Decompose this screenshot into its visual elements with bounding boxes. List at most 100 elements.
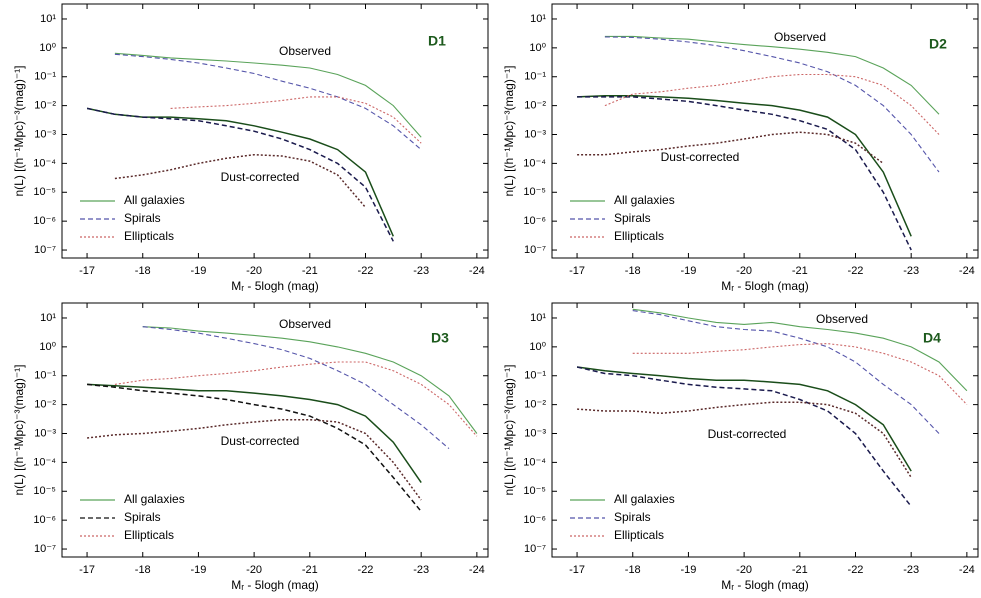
annotation: Observed [279, 44, 331, 58]
legend-label: Spirals [124, 211, 161, 225]
annotation: Observed [774, 30, 826, 44]
y-tick-label: 10⁻⁴ [33, 157, 56, 169]
legend-label: Ellipticals [614, 229, 664, 243]
annotation: Dust-corrected [221, 170, 300, 184]
legend-label: Spirals [614, 211, 651, 225]
y-tick-label: 10⁰ [529, 42, 546, 54]
y-tick-label: 10⁻³ [524, 427, 546, 439]
x-tick-label: -22 [848, 265, 864, 277]
y-tick-label: 10⁻² [34, 399, 56, 411]
data-line [577, 94, 912, 237]
panel-label: D4 [923, 330, 941, 346]
legend-label: Ellipticals [124, 229, 174, 243]
plot-frame [61, 3, 489, 259]
data-line [142, 326, 478, 434]
x-tick-label: -18 [135, 564, 151, 576]
x-tick-label: -19 [190, 564, 206, 576]
legend-label: Ellipticals [124, 528, 174, 542]
y-tick-label: 10⁰ [39, 42, 56, 54]
x-tick-label: -19 [680, 265, 696, 277]
data-line [604, 35, 940, 115]
legend-label: All galaxies [124, 193, 185, 207]
data-line [87, 383, 422, 512]
y-tick-label: 10⁻⁵ [33, 186, 56, 198]
x-tick-label: -21 [302, 265, 318, 277]
y-tick-label: 10⁰ [529, 341, 546, 353]
panel-label: D1 [428, 33, 446, 49]
data-line [632, 343, 968, 405]
legend-label: Ellipticals [614, 528, 664, 542]
x-tick-label: -17 [79, 564, 95, 576]
y-tick-label: 10⁻¹ [524, 370, 546, 382]
x-tick-label: -22 [848, 564, 864, 576]
x-tick-label: -17 [569, 564, 585, 576]
y-axis-label: n(L) [(h⁻¹Mpc)⁻³(mag)⁻¹] [12, 65, 26, 196]
y-axis-label: n(L) [(h⁻¹Mpc)⁻³(mag)⁻¹] [502, 65, 516, 196]
legend-label: All galaxies [614, 193, 675, 207]
x-tick-label: -21 [792, 564, 808, 576]
data-line [632, 310, 940, 434]
y-tick-label: 10⁻⁷ [524, 244, 546, 256]
y-axis-label: n(L) [(h⁻¹Mpc)⁻³(mag)⁻¹] [12, 364, 26, 495]
x-tick-label: -22 [358, 265, 374, 277]
annotation: Observed [816, 312, 868, 326]
plot-frame [61, 302, 489, 558]
data-line [632, 308, 968, 392]
y-tick-label: 10⁻⁵ [523, 186, 546, 198]
data-line [114, 153, 367, 208]
data-line [142, 326, 450, 450]
legend-label: All galaxies [124, 492, 185, 506]
x-axis-label: Mᵣ - 5logh (mag) [231, 578, 319, 592]
y-tick-label: 10⁻⁷ [524, 543, 546, 555]
y-tick-label: 10¹ [40, 312, 56, 324]
y-tick-label: 10⁻⁶ [33, 514, 56, 526]
x-tick-label: -20 [246, 564, 262, 576]
annotation: Dust-corrected [708, 427, 787, 441]
annotation: Dust-corrected [661, 150, 740, 164]
x-tick-label: -21 [792, 265, 808, 277]
y-tick-label: 10⁻⁴ [523, 456, 546, 468]
data-line [170, 96, 422, 144]
panel: -17 -18 -19 -20 -21 -22 -23 -24 10¹ 10⁰ 10⁻¹ 10⁻² 10… [502, 3, 979, 293]
x-tick-label: -24 [959, 265, 975, 277]
x-tick-label: -24 [959, 564, 975, 576]
data-line [114, 361, 478, 437]
panel-label: D3 [431, 330, 449, 346]
x-tick-label: -17 [79, 265, 95, 277]
data-line [87, 418, 422, 501]
x-axis-label: Mᵣ - 5logh (mag) [721, 578, 809, 592]
data-line [86, 107, 394, 242]
panel: -17 -18 -19 -20 -21 -22 -23 -24 10¹ 10⁰ 10⁻¹ 10⁻² 10… [12, 3, 489, 293]
panel: -17 -18 -19 -20 -21 -22 -23 -24 10¹ 10⁰ 10⁻¹ 10⁻² 10… [502, 302, 979, 592]
x-tick-label: -20 [736, 265, 752, 277]
y-tick-label: 10⁻⁷ [34, 543, 56, 555]
x-tick-label: -20 [736, 564, 752, 576]
y-tick-label: 10⁻⁶ [523, 215, 546, 227]
data-line [577, 366, 912, 472]
plot-frame [551, 3, 979, 259]
y-tick-label: 10⁻³ [34, 427, 56, 439]
x-tick-label: -17 [569, 265, 585, 277]
y-tick-label: 10⁻² [34, 100, 56, 112]
y-tick-label: 10⁻⁴ [523, 157, 546, 169]
panel: -17 -18 -19 -20 -21 -22 -23 -24 10¹ 10⁰ 10⁻¹ 10⁻² 10… [12, 302, 489, 592]
legend-label: Spirals [614, 510, 651, 524]
annotation: Dust-corrected [221, 434, 300, 448]
y-tick-label: 10⁰ [39, 341, 56, 353]
x-tick-label: -20 [246, 265, 262, 277]
x-tick-label: -24 [469, 265, 485, 277]
y-tick-label: 10⁻⁵ [523, 485, 546, 497]
y-tick-label: 10⁻² [524, 100, 546, 112]
legend-label: All galaxies [614, 492, 675, 506]
y-tick-label: 10⁻⁷ [34, 244, 56, 256]
data-line [577, 131, 884, 165]
data-line [114, 52, 422, 138]
x-tick-label: -18 [625, 564, 641, 576]
y-tick-label: 10⁻⁵ [33, 485, 56, 497]
x-tick-label: -19 [680, 564, 696, 576]
data-line [87, 383, 422, 484]
y-tick-label: 10⁻⁶ [33, 215, 56, 227]
x-axis-label: Mᵣ - 5logh (mag) [721, 279, 809, 293]
x-tick-label: -18 [135, 265, 151, 277]
